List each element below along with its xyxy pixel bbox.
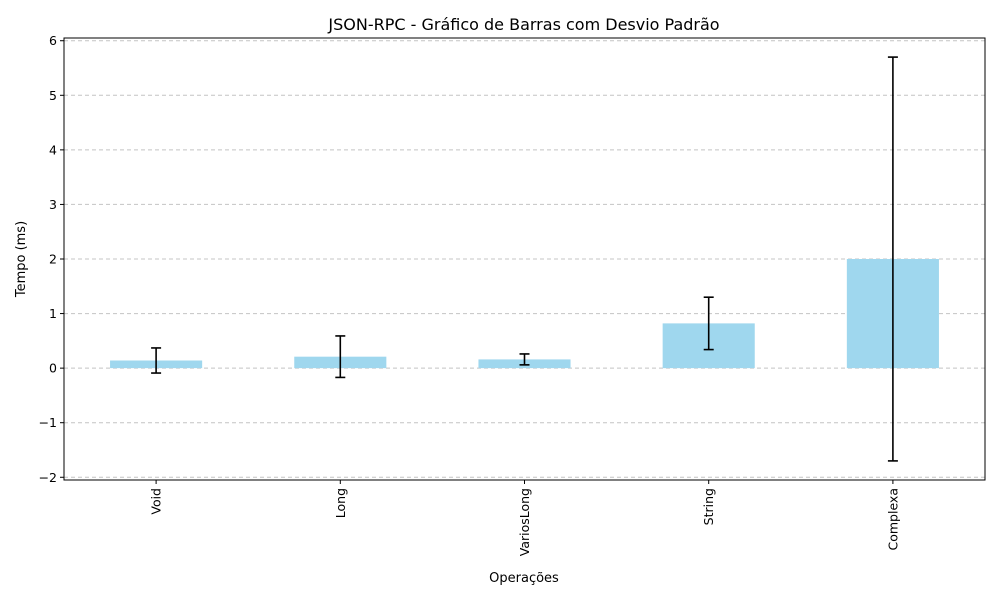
x-tick-label: Complexa <box>885 488 900 551</box>
y-tick-label: 0 <box>49 361 57 376</box>
y-tick-label: 2 <box>49 252 57 267</box>
y-tick-label: 3 <box>49 197 57 212</box>
y-axis-label: Tempo (ms) <box>14 221 29 298</box>
y-tick-label: −1 <box>39 415 57 430</box>
y-ticks: −2 −1 0 1 2 3 4 5 6 <box>39 33 64 485</box>
y-tick-label: 5 <box>49 88 57 103</box>
x-tick-label: Void <box>149 488 164 515</box>
x-tick-label: VariosLong <box>517 488 532 556</box>
y-tick-label: 1 <box>49 306 57 321</box>
y-tick-label: 6 <box>49 33 57 48</box>
error-bars-layer <box>151 56 898 462</box>
x-axis-label: Operações <box>489 571 559 586</box>
x-ticks: Void Long VariosLong String Complexa <box>149 480 900 556</box>
y-tick-label: −2 <box>39 470 57 485</box>
chart-title: JSON-RPC - Gráfico de Barras com Desvio … <box>327 15 719 34</box>
x-tick-label: Long <box>333 488 348 518</box>
y-tick-label: 4 <box>49 142 57 157</box>
x-tick-label: String <box>701 488 716 525</box>
